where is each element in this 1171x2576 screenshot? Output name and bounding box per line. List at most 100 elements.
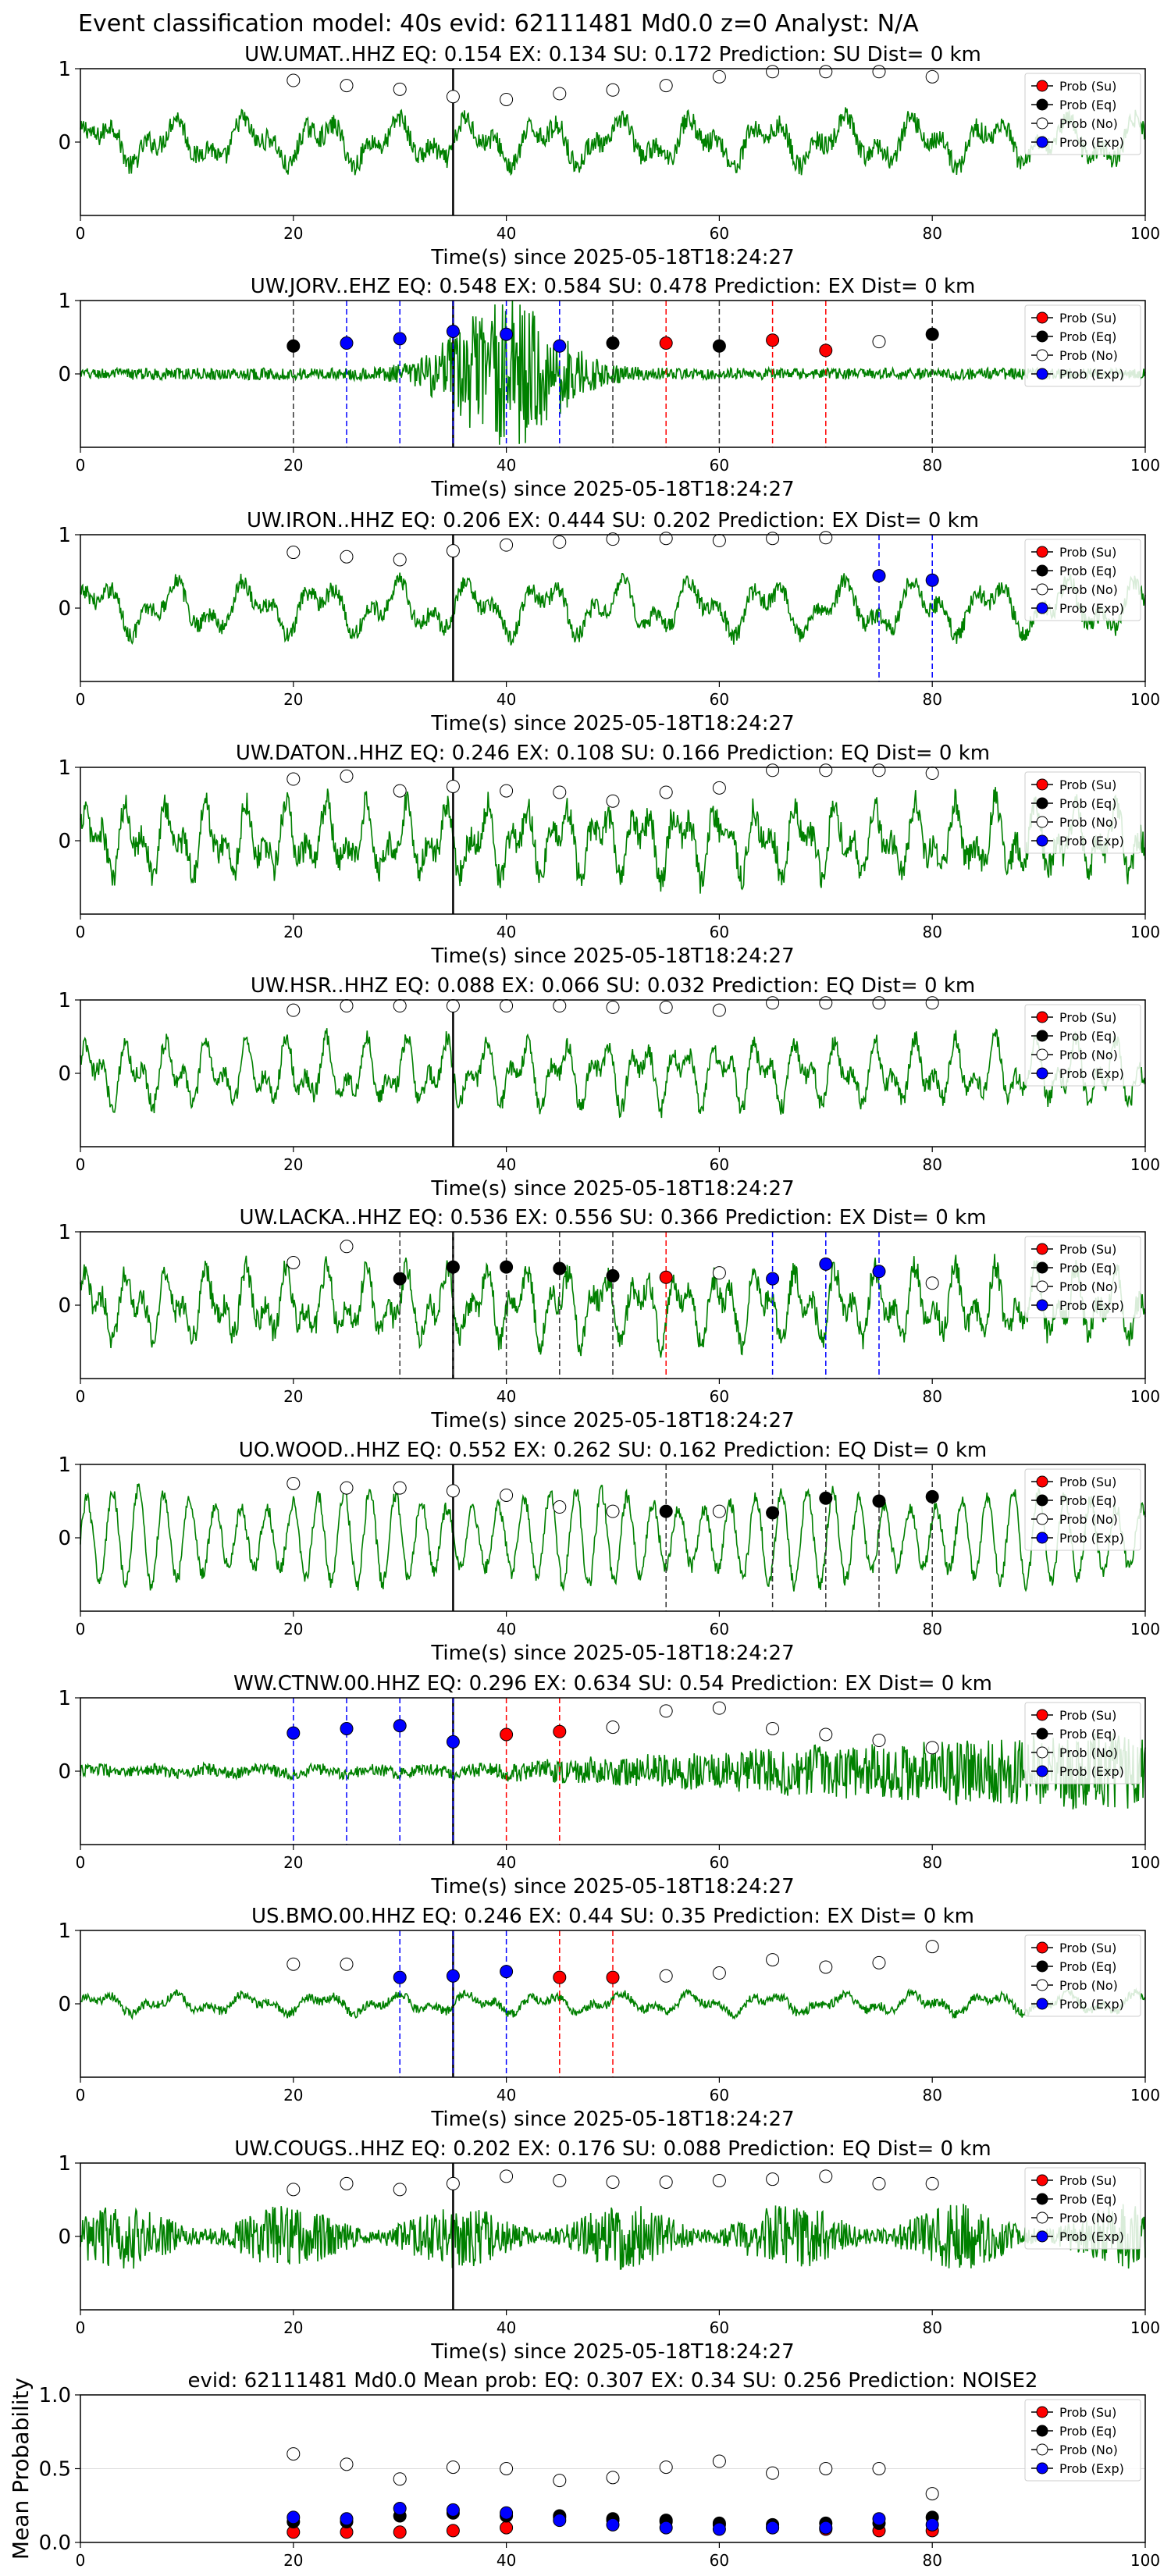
prob-point-eq xyxy=(606,336,620,350)
prob-point-eq xyxy=(606,1268,620,1283)
y-tick-label: 0 xyxy=(58,1760,71,1784)
prob-point-exp xyxy=(872,569,886,583)
prob-point-no xyxy=(287,2183,301,2197)
plot-frame xyxy=(80,999,1146,1147)
prob-point-no xyxy=(287,772,301,786)
waveform-trace xyxy=(80,1254,1146,1358)
prob-point-eq xyxy=(553,1261,567,1276)
legend-label-exp: Prob (Exp) xyxy=(1059,1764,1124,1779)
prob-point-exp xyxy=(446,324,460,338)
x-tick-label: 60 xyxy=(710,1853,729,1872)
legend-marker-su xyxy=(1036,311,1048,324)
prob-point-exp xyxy=(553,339,567,353)
legend-label-su: Prob (Su) xyxy=(1059,1242,1116,1257)
y-tick-label: 1 xyxy=(58,1687,71,1710)
y-tick-label: 0 xyxy=(58,2226,71,2249)
y-tick-label: 1 xyxy=(58,2152,71,2176)
prob-point-su xyxy=(553,1970,567,1984)
y-axis-label: Mean Probability xyxy=(8,2378,34,2560)
legend-label-eq: Prob (Eq) xyxy=(1059,1959,1116,1974)
mean-prob-point-su xyxy=(446,2524,460,2538)
prob-point-exp xyxy=(766,1272,780,1286)
legend-label-exp: Prob (Exp) xyxy=(1059,1997,1124,2012)
y-tick-label: 0 xyxy=(58,131,71,155)
legend-marker-exp xyxy=(1036,602,1048,614)
legend-marker-eq xyxy=(1036,1261,1048,1274)
prob-point-no xyxy=(925,1940,939,1954)
legend-label-su: Prob (Su) xyxy=(1059,79,1116,94)
y-tick-label: 1 xyxy=(58,1221,71,1244)
plot-frame xyxy=(80,1930,1146,2078)
legend-marker-eq xyxy=(1036,1494,1048,1507)
prob-point-no xyxy=(925,69,939,84)
y-tick-label: 0 xyxy=(58,363,71,386)
x-tick-label: 80 xyxy=(922,690,941,709)
prob-point-su xyxy=(500,1727,514,1742)
x-tick-label: 0 xyxy=(76,923,86,941)
x-tick-label: 20 xyxy=(283,1155,303,1174)
x-tick-label: 40 xyxy=(497,1620,516,1638)
mean-prob-point-no xyxy=(500,2462,514,2475)
mean-prob-point-no xyxy=(712,2454,726,2468)
legend-marker-no xyxy=(1036,2211,1048,2224)
prob-point-no xyxy=(766,532,780,546)
x-tick-label: 20 xyxy=(283,690,303,709)
prob-point-no xyxy=(553,87,567,101)
legend-label-su: Prob (Su) xyxy=(1059,311,1116,326)
mean-prob-point-no xyxy=(925,2487,939,2501)
mean-prob-point-no xyxy=(287,2447,301,2461)
prob-point-no xyxy=(712,1701,726,1715)
prob-point-eq xyxy=(393,1272,407,1286)
prob-point-eq xyxy=(659,1504,673,1518)
legend-frame xyxy=(1024,1468,1141,1551)
mean-prob-point-no xyxy=(446,2460,460,2475)
prob-point-no xyxy=(500,538,514,552)
x-tick-label: 100 xyxy=(1130,690,1160,709)
y-tick-label: 1 xyxy=(58,989,71,1012)
legend-label-exp: Prob (Exp) xyxy=(1059,135,1124,150)
mean-prob-point-no xyxy=(393,2472,407,2486)
panel-title: UW.COUGS..HHZ EQ: 0.202 EX: 0.176 SU: 0.… xyxy=(234,2137,991,2161)
x-tick-label: 0 xyxy=(76,1620,86,1638)
x-axis-label: Time(s) since 2025-05-18T18:24:27 xyxy=(430,2108,794,2131)
legend-label-no: Prob (No) xyxy=(1059,1279,1118,1294)
y-tick-label: 1 xyxy=(58,1453,71,1477)
prob-point-no xyxy=(819,996,833,1010)
legend-frame xyxy=(1024,2167,1141,2250)
prob-point-no xyxy=(606,1000,620,1014)
prob-point-no xyxy=(393,82,407,96)
legend-label-su: Prob (Su) xyxy=(1059,1708,1116,1723)
panels: UW.UMAT..HHZ EQ: 0.154 EX: 0.134 SU: 0.1… xyxy=(8,43,1160,2570)
legend-marker-su xyxy=(1036,1709,1048,1721)
x-tick-label: 60 xyxy=(710,2086,729,2105)
prob-point-no xyxy=(553,785,567,799)
x-tick-label: 80 xyxy=(922,2318,941,2337)
panel-title: UW.HSR..HHZ EQ: 0.088 EX: 0.066 SU: 0.03… xyxy=(251,974,975,998)
legend-marker-exp xyxy=(1036,2230,1048,2243)
legend-label-exp: Prob (Exp) xyxy=(1059,1531,1124,1546)
prob-point-exp xyxy=(393,332,407,346)
legend-label-no: Prob (No) xyxy=(1059,815,1118,830)
prob-point-no xyxy=(766,1953,780,1967)
prob-point-no xyxy=(606,794,620,808)
legend-marker-exp xyxy=(1036,368,1048,380)
prob-point-no xyxy=(553,999,567,1013)
mean-prob-point-exp xyxy=(340,2512,354,2526)
prob-point-eq xyxy=(766,1506,780,1520)
x-tick-label: 100 xyxy=(1130,1853,1160,1872)
prob-point-exp xyxy=(500,1965,514,1979)
prob-point-su xyxy=(659,1270,673,1284)
legend-label-eq: Prob (Eq) xyxy=(1059,2424,1116,2439)
station-panel: UW.COUGS..HHZ EQ: 0.202 EX: 0.176 SU: 0.… xyxy=(58,2137,1160,2364)
prob-point-no xyxy=(287,546,301,560)
legend-label-exp: Prob (Exp) xyxy=(1059,601,1124,616)
waveform-trace xyxy=(80,1028,1146,1119)
mean-prob-point-exp xyxy=(393,2502,407,2516)
legend: Prob (Su) Prob (Eq) Prob (No) Prob (Exp) xyxy=(1024,1934,1141,2017)
prob-point-no xyxy=(393,2183,407,2197)
plot-frame xyxy=(80,68,1146,216)
x-tick-label: 100 xyxy=(1130,224,1160,243)
legend-label-su: Prob (Su) xyxy=(1059,545,1116,560)
mean-prob-point-exp xyxy=(712,2522,726,2536)
station-panel: UW.DATON..HHZ EQ: 0.246 EX: 0.108 SU: 0.… xyxy=(58,742,1160,968)
